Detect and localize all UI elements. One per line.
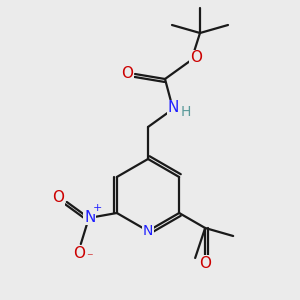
Text: +: + — [93, 203, 103, 213]
Text: O: O — [52, 190, 64, 206]
Text: H: H — [181, 105, 191, 119]
Text: N: N — [167, 100, 179, 116]
Text: ⁻: ⁻ — [86, 251, 93, 265]
Text: O: O — [199, 256, 211, 271]
Text: O: O — [73, 245, 85, 260]
Text: O: O — [190, 50, 202, 65]
Text: O: O — [121, 65, 133, 80]
Text: N: N — [143, 224, 153, 238]
Text: N: N — [84, 209, 95, 224]
